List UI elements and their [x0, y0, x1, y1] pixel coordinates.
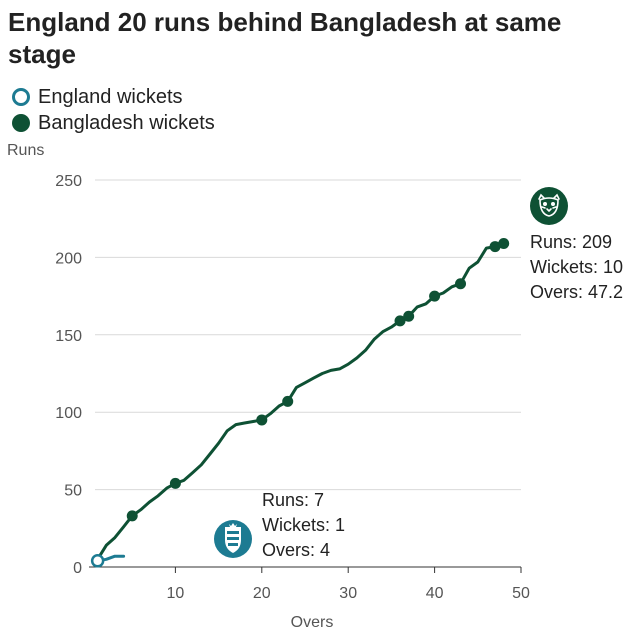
bangladesh-annotation: Runs: 209 Wickets: 10 Overs: 47.2 [530, 232, 623, 302]
bangladesh-wicket-point [403, 310, 415, 322]
england-wickets: Wickets: 1 [262, 515, 345, 535]
bangladesh-wicket-point [169, 477, 181, 489]
y-tick-label: 0 [73, 560, 82, 577]
bangladesh-wicket-point [429, 290, 441, 302]
hollow-circle-icon [12, 88, 30, 106]
x-axis-label: Overs [291, 614, 334, 631]
legend-label-bangladesh: Bangladesh wickets [38, 111, 215, 134]
y-tick-labels: 0 50 100 150 200 250 [55, 173, 82, 577]
england-overs: Overs: 4 [262, 540, 330, 560]
legend-label-england: England wickets [38, 85, 183, 108]
bangladesh-overs: Overs: 47.2 [530, 282, 623, 302]
bangladesh-wicket-point [256, 414, 268, 426]
bangladesh-team-badge [530, 187, 568, 225]
england-three-lions-icon [225, 523, 241, 553]
bangladesh-tiger-icon [538, 193, 560, 217]
y-axis-label: Runs [7, 142, 45, 159]
x-axis: 10 20 30 40 50 [89, 566, 530, 602]
filled-circle-icon [12, 114, 30, 132]
legend-item-england: England wickets [12, 84, 215, 110]
y-tick-label: 150 [55, 328, 82, 345]
bangladesh-wicket-point [455, 278, 467, 290]
england-wicket-point [90, 554, 105, 568]
england-runs: Runs: 7 [262, 490, 324, 510]
bangladesh-badge-circle [530, 187, 568, 225]
x-tick-label: 50 [512, 585, 530, 602]
legend-item-bangladesh: Bangladesh wickets [12, 110, 215, 136]
chart-title: England 20 runs behind Bangladesh at sam… [8, 7, 562, 69]
x-tick-label: 20 [253, 585, 271, 602]
england-team-badge [214, 520, 252, 558]
x-tick-label: 40 [426, 585, 444, 602]
y-tick-label: 200 [55, 250, 82, 267]
bangladesh-runs: Runs: 209 [530, 232, 612, 252]
bangladesh-wicket-point [126, 510, 138, 522]
y-tick-label: 250 [55, 173, 82, 190]
bangladesh-wicket-point [498, 237, 510, 249]
bangladesh-wicket-point [282, 395, 294, 407]
bangladesh-wicket-point [489, 241, 501, 253]
y-tick-label: 100 [55, 405, 82, 422]
bangladesh-wickets: Wickets: 10 [530, 257, 623, 277]
x-tick-label: 10 [167, 585, 185, 602]
gridlines [95, 179, 521, 491]
y-tick-label: 50 [64, 483, 82, 500]
wicket-points [90, 237, 510, 568]
x-tick-label: 30 [339, 585, 357, 602]
legend: England wickets Bangladesh wickets [12, 84, 215, 136]
bangladesh-runs-line [96, 242, 506, 561]
england-annotation: Runs: 7 Wickets: 1 Overs: 4 [262, 490, 345, 560]
series-lines [96, 242, 506, 563]
bangladesh-wicket-point [394, 315, 406, 327]
